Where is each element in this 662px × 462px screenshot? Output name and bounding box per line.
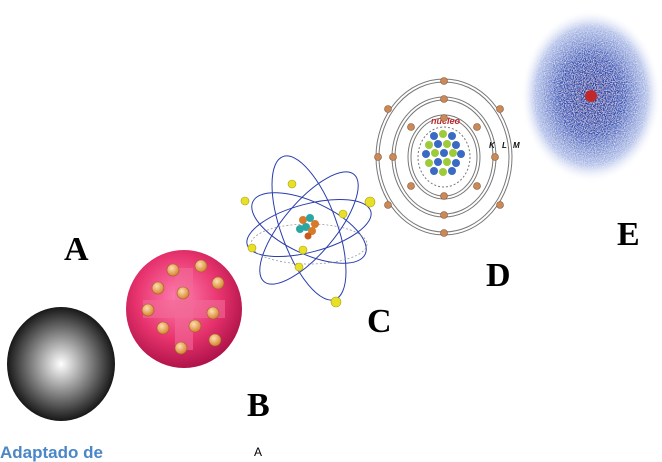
electron bbox=[166, 263, 180, 277]
electron bbox=[294, 262, 304, 272]
electron bbox=[407, 123, 415, 131]
electron bbox=[440, 229, 448, 237]
electron bbox=[298, 245, 308, 255]
electron bbox=[141, 303, 155, 317]
electron bbox=[156, 321, 170, 335]
shell-m-label: M bbox=[513, 141, 520, 150]
electron bbox=[364, 196, 376, 208]
electron bbox=[384, 105, 392, 113]
electron bbox=[151, 281, 165, 295]
nucleus bbox=[585, 90, 597, 102]
electron bbox=[440, 211, 448, 219]
electron bbox=[440, 114, 448, 122]
electron bbox=[440, 77, 448, 85]
electron bbox=[440, 95, 448, 103]
electron-cloud-model bbox=[520, 8, 662, 184]
electron bbox=[206, 306, 220, 320]
label-b: B bbox=[247, 387, 270, 424]
electron bbox=[440, 192, 448, 200]
nucleus bbox=[296, 214, 319, 240]
electron bbox=[473, 123, 481, 131]
electron bbox=[176, 286, 190, 300]
bohr-model: núcleo K bbox=[371, 72, 521, 242]
source-credit: Adaptado de bbox=[0, 443, 103, 462]
electron bbox=[194, 259, 208, 273]
electron bbox=[374, 153, 382, 161]
thomson-model bbox=[123, 248, 245, 370]
label-c: C bbox=[367, 303, 392, 340]
label-d: D bbox=[486, 257, 511, 294]
solid-sphere bbox=[7, 307, 115, 421]
rutherford-model bbox=[237, 148, 380, 313]
electron bbox=[208, 333, 222, 347]
electron bbox=[473, 182, 481, 190]
electron bbox=[174, 341, 188, 355]
electron bbox=[247, 243, 257, 253]
shell-k-label: K bbox=[489, 141, 496, 150]
credit-mark: A bbox=[254, 445, 263, 459]
nucleus bbox=[422, 130, 465, 176]
electron bbox=[389, 153, 397, 161]
electron bbox=[491, 153, 499, 161]
electron bbox=[338, 209, 348, 219]
electron bbox=[496, 201, 504, 209]
electron bbox=[330, 296, 342, 308]
label-e: E bbox=[617, 216, 640, 253]
label-a: A bbox=[64, 231, 89, 268]
electron bbox=[287, 179, 297, 189]
electron bbox=[407, 182, 415, 190]
electron bbox=[240, 196, 250, 206]
electron bbox=[384, 201, 392, 209]
electron bbox=[211, 276, 225, 290]
dalton-model bbox=[5, 305, 117, 423]
electron bbox=[496, 105, 504, 113]
shell-l-label: L bbox=[502, 141, 507, 150]
electron bbox=[188, 319, 202, 333]
